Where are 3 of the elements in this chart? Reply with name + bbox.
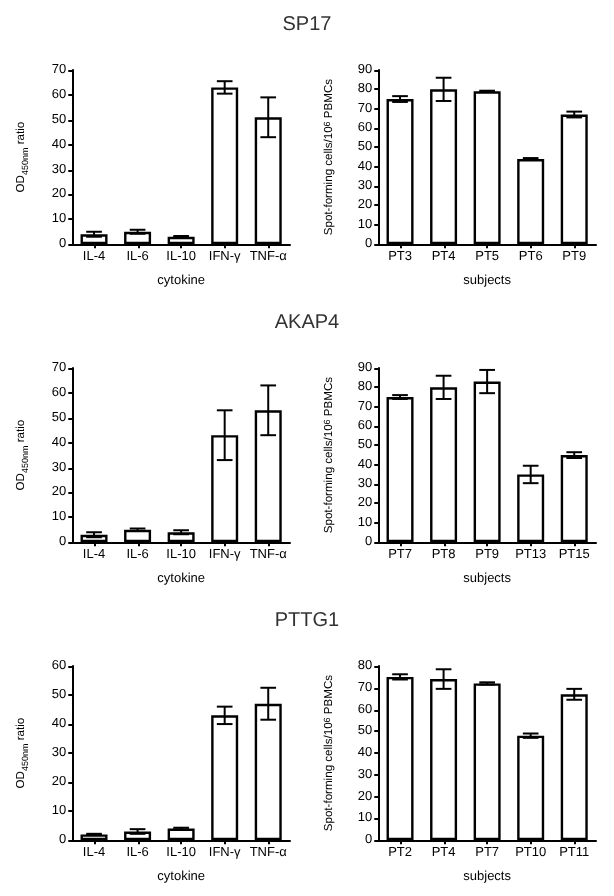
chart-title: SP17 bbox=[280, 12, 334, 40]
chart-title: PTTG1 bbox=[272, 608, 342, 636]
chart-title: AKAP4 bbox=[272, 310, 342, 338]
